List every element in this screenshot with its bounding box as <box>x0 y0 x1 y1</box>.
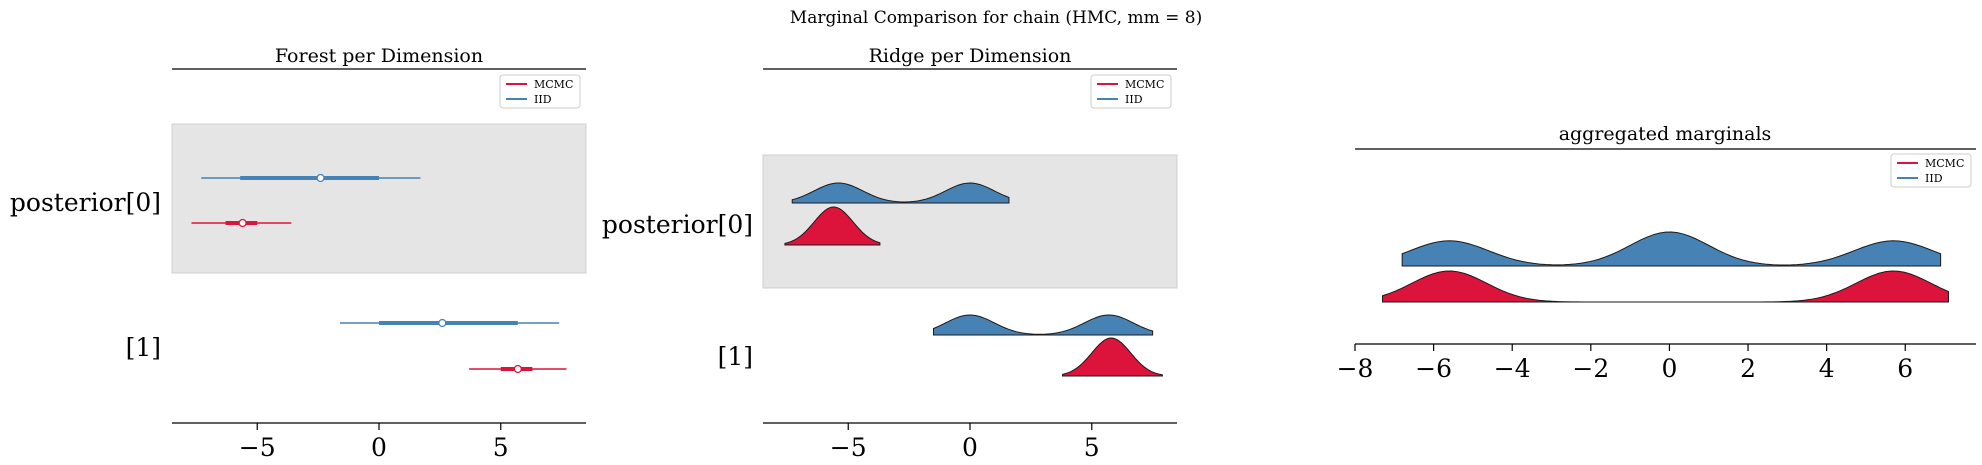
aggregated-x-tick-label: 0 <box>1661 354 1677 383</box>
ridge-legend: MCMC IID <box>1090 74 1172 109</box>
forest-ylabel-dim1: [1] <box>126 333 161 362</box>
aggregated-x-tick-label: −4 <box>1494 354 1531 383</box>
forest-iid-median-dim0 <box>316 173 325 183</box>
forest-marks <box>191 173 567 374</box>
ridge-x-tick-label: −5 <box>830 433 867 462</box>
ridge-marks <box>784 182 1163 377</box>
forest-band-dim0 <box>171 123 587 274</box>
forest-ylabel-dim0: posterior[0] <box>10 188 161 217</box>
ridge-panel: Ridge per Dimension posterior[0] [1] −5 0… <box>602 45 1178 462</box>
ridge-x-tick-label: 5 <box>1084 433 1100 462</box>
aggregated-x-tick-label: −6 <box>1415 354 1452 383</box>
aggregated-x-ticks: −8 −6 −4 −2 0 2 4 6 <box>1337 344 1913 383</box>
ridge-legend-iid-label: IID <box>1125 93 1143 106</box>
forest-title: Forest per Dimension <box>275 45 483 67</box>
aggregated-legend: MCMC IID <box>1890 153 1972 188</box>
ridge-title: Ridge per Dimension <box>869 45 1072 67</box>
ridge-x-tick-label: 0 <box>962 433 978 462</box>
aggregated-x-tick-label: −2 <box>1572 354 1609 383</box>
ridge-legend-mcmc-label: MCMC <box>1125 78 1164 91</box>
aggregated-x-tick-label: −8 <box>1337 354 1374 383</box>
aggregated-x-tick-label: 6 <box>1897 354 1913 383</box>
forest-mcmc-median-dim1 <box>513 364 522 374</box>
aggregated-title: aggregated marginals <box>1559 123 1772 145</box>
ridge-ylabel-dim0: posterior[0] <box>602 210 753 239</box>
aggregated-legend-iid-label: IID <box>1925 172 1943 185</box>
forest-legend-mcmc-label: MCMC <box>534 78 573 91</box>
forest-panel: Forest per Dimension posterior[0] [1] −5… <box>10 45 587 462</box>
forest-x-ticks: −5 0 5 <box>239 423 509 462</box>
ridge-mcmc-density-dim1 <box>1062 337 1163 377</box>
forest-x-tick-label: −5 <box>239 433 276 462</box>
ridge-x-ticks: −5 0 5 <box>830 423 1100 462</box>
forest-mcmc-median-dim0 <box>238 218 247 228</box>
aggregated-panel: aggregated marginals −8 −6 −4 −2 0 2 4 6 MCMC I… <box>1337 123 1976 383</box>
forest-legend-iid-label: IID <box>534 93 552 106</box>
ridge-mcmc-density-dim0 <box>784 206 881 246</box>
forest-x-tick-label: 5 <box>493 433 509 462</box>
aggregated-x-tick-label: 4 <box>1819 354 1835 383</box>
aggregated-x-tick-label: 2 <box>1740 354 1756 383</box>
forest-legend: MCMC IID <box>499 74 581 109</box>
ridge-ylabel-dim1: [1] <box>718 342 753 371</box>
aggregated-marks <box>1382 231 1949 303</box>
ridge-iid-density-dim1 <box>932 314 1154 336</box>
aggregated-mcmc-density <box>1382 270 1949 303</box>
figure-suptitle: Marginal Comparison for chain (HMC, mm =… <box>790 8 1202 28</box>
aggregated-legend-mcmc-label: MCMC <box>1925 157 1964 170</box>
aggregated-iid-density <box>1401 231 1942 267</box>
forest-x-tick-label: 0 <box>371 433 387 462</box>
forest-iid-median-dim1 <box>438 318 447 328</box>
ridge-iid-density-dim0 <box>791 182 1010 204</box>
